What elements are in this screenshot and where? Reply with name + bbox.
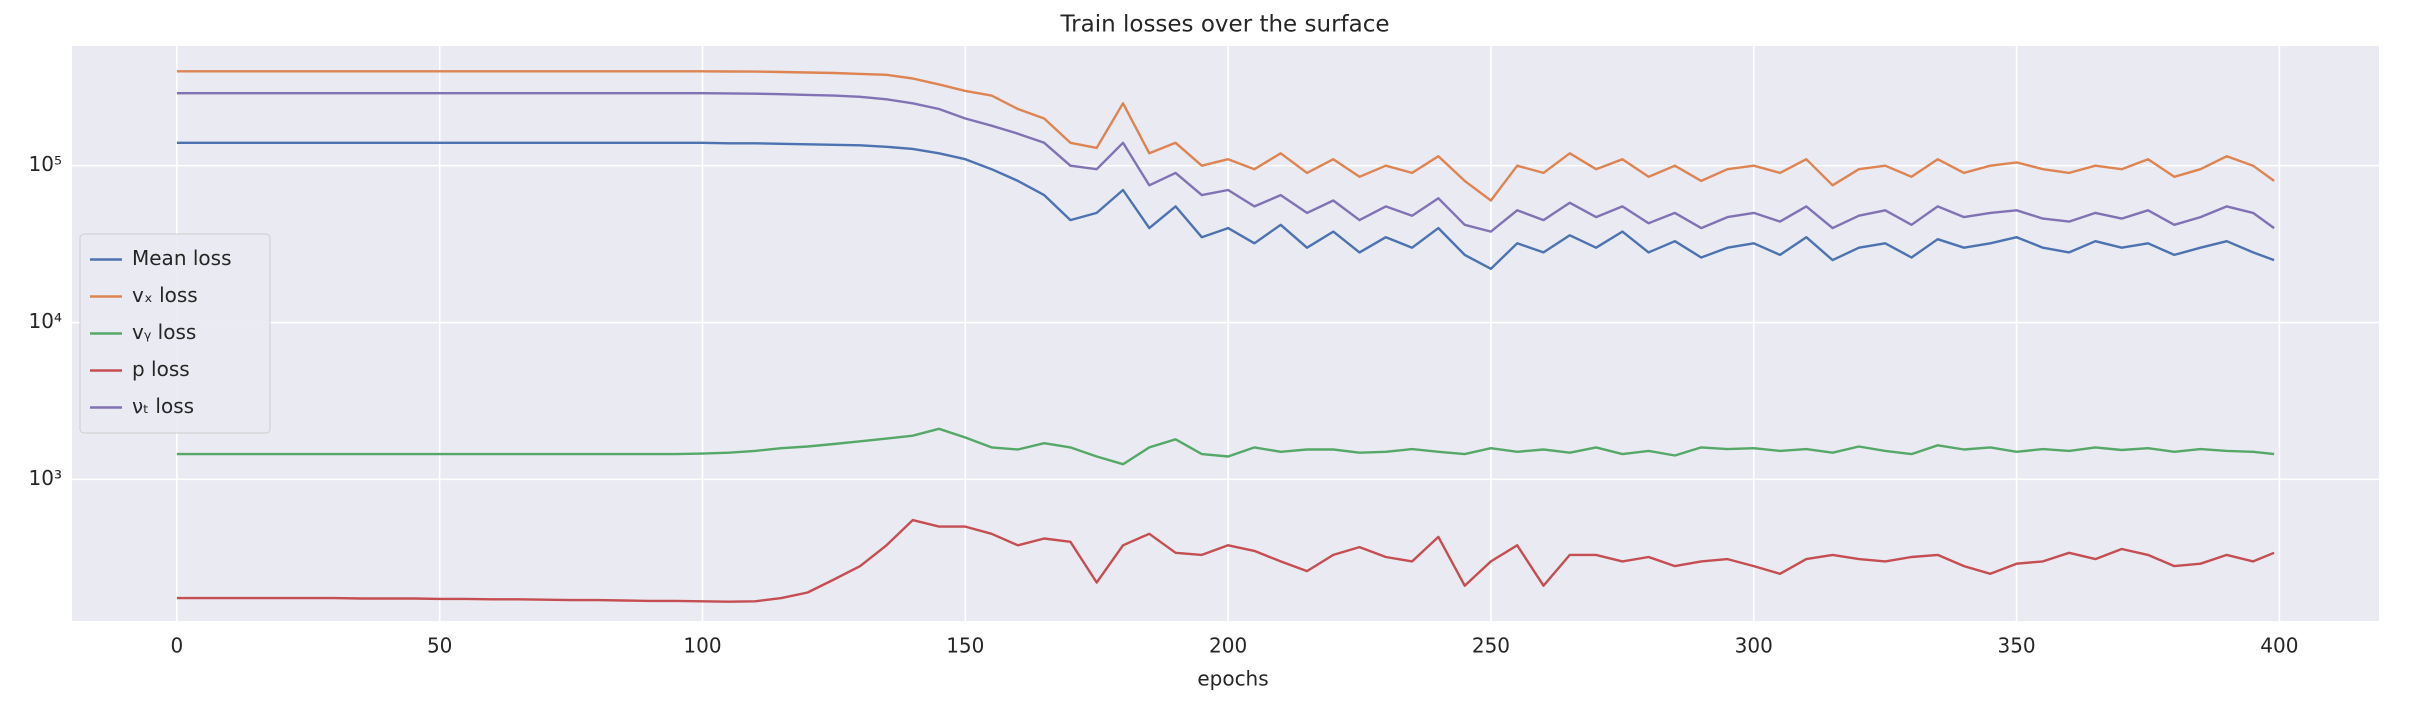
- line: [176, 92, 2275, 233]
- x-tick-label: 250: [1472, 634, 1510, 658]
- legend-text: vₓ loss: [132, 283, 198, 307]
- x-tick-label: 0: [170, 634, 183, 658]
- legend-box: [79, 233, 271, 434]
- y-tick-label: 10⁴: [29, 309, 62, 333]
- line: [176, 427, 2275, 466]
- legend-text: Mean loss: [132, 246, 231, 270]
- legend-text: vᵧ loss: [132, 320, 196, 344]
- x-tick-label: 300: [1735, 634, 1773, 658]
- x-tick-label: 150: [946, 634, 984, 658]
- x-axis-label: epochs: [1197, 667, 1268, 691]
- line: [176, 70, 2275, 202]
- y-tick-label: 10⁵: [29, 152, 62, 176]
- x-tick-label: 100: [683, 634, 721, 658]
- x-tick-label: 200: [1209, 634, 1247, 658]
- x-tick-label: 50: [427, 634, 452, 658]
- chart-title: Train losses over the surface: [1059, 12, 1389, 38]
- x-tick-label: 400: [2260, 634, 2298, 658]
- line: [176, 141, 2275, 270]
- plot-background: [72, 46, 2379, 621]
- line: [176, 518, 2275, 603]
- legend-text: νₜ loss: [132, 394, 194, 418]
- y-tick-label: 10³: [29, 466, 62, 490]
- legend-text: p loss: [132, 357, 190, 381]
- x-tick-label: 350: [1997, 634, 2035, 658]
